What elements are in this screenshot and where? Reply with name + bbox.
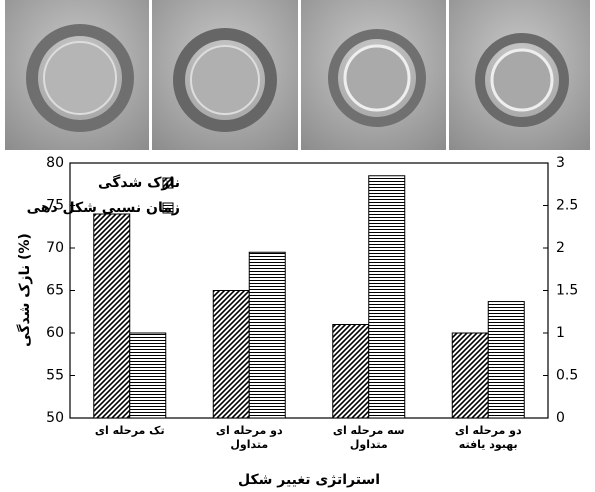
y2-tick-label: 2 — [556, 240, 565, 256]
bar — [248, 251, 286, 419]
x-tick-label-box: سه مرحله ای متداول — [332, 424, 405, 451]
x-tick-label: دو مرحله ای بهبود یافته — [454, 424, 522, 451]
y-tick-label: 75 — [46, 198, 64, 214]
y2-tick-label: 1 — [556, 325, 565, 341]
y-tick-label: 50 — [46, 410, 64, 426]
y2-tick-label: 0.5 — [556, 368, 578, 384]
y2-tick-label: 2.5 — [556, 198, 578, 214]
x-tick-label-box: دو مرحله ای متداول — [215, 424, 283, 451]
bar — [487, 301, 525, 419]
y2-tick-label: 3 — [556, 155, 565, 171]
y2-tick-label: 1.5 — [556, 283, 578, 299]
legend-swatch — [162, 202, 174, 214]
x-tick-label: سه مرحله ای متداول — [332, 424, 405, 451]
y-axis-label: نازک شدگی (%) — [16, 233, 33, 347]
x-axis-label: استراتژی تغییر شکل — [238, 472, 380, 488]
legend-label: نازک شدگی — [98, 174, 180, 191]
bar — [332, 324, 370, 419]
y-tick-label: 55 — [46, 368, 64, 384]
x-tick-label: تک مرحله ای — [94, 424, 165, 437]
y-tick-label: 60 — [46, 325, 64, 341]
bar — [368, 175, 406, 419]
y-tick-label: 80 — [46, 155, 64, 171]
legend-label: زمان نسبی شکل دهی — [27, 200, 180, 216]
x-tick-label: دو مرحله ای متداول — [215, 424, 283, 451]
x-tick-label-box: دو مرحله ای بهبود یافته — [454, 424, 522, 451]
bar — [451, 332, 489, 419]
photo-strip — [5, 0, 590, 150]
legend-swatch — [162, 177, 174, 189]
y-tick-label: 70 — [46, 240, 64, 256]
bar — [212, 290, 250, 419]
bar — [93, 213, 131, 419]
x-tick-label-box: تک مرحله ای — [94, 424, 165, 437]
y2-tick-label: 0 — [556, 410, 565, 426]
y-tick-label: 65 — [46, 283, 64, 299]
bar — [129, 332, 167, 419]
